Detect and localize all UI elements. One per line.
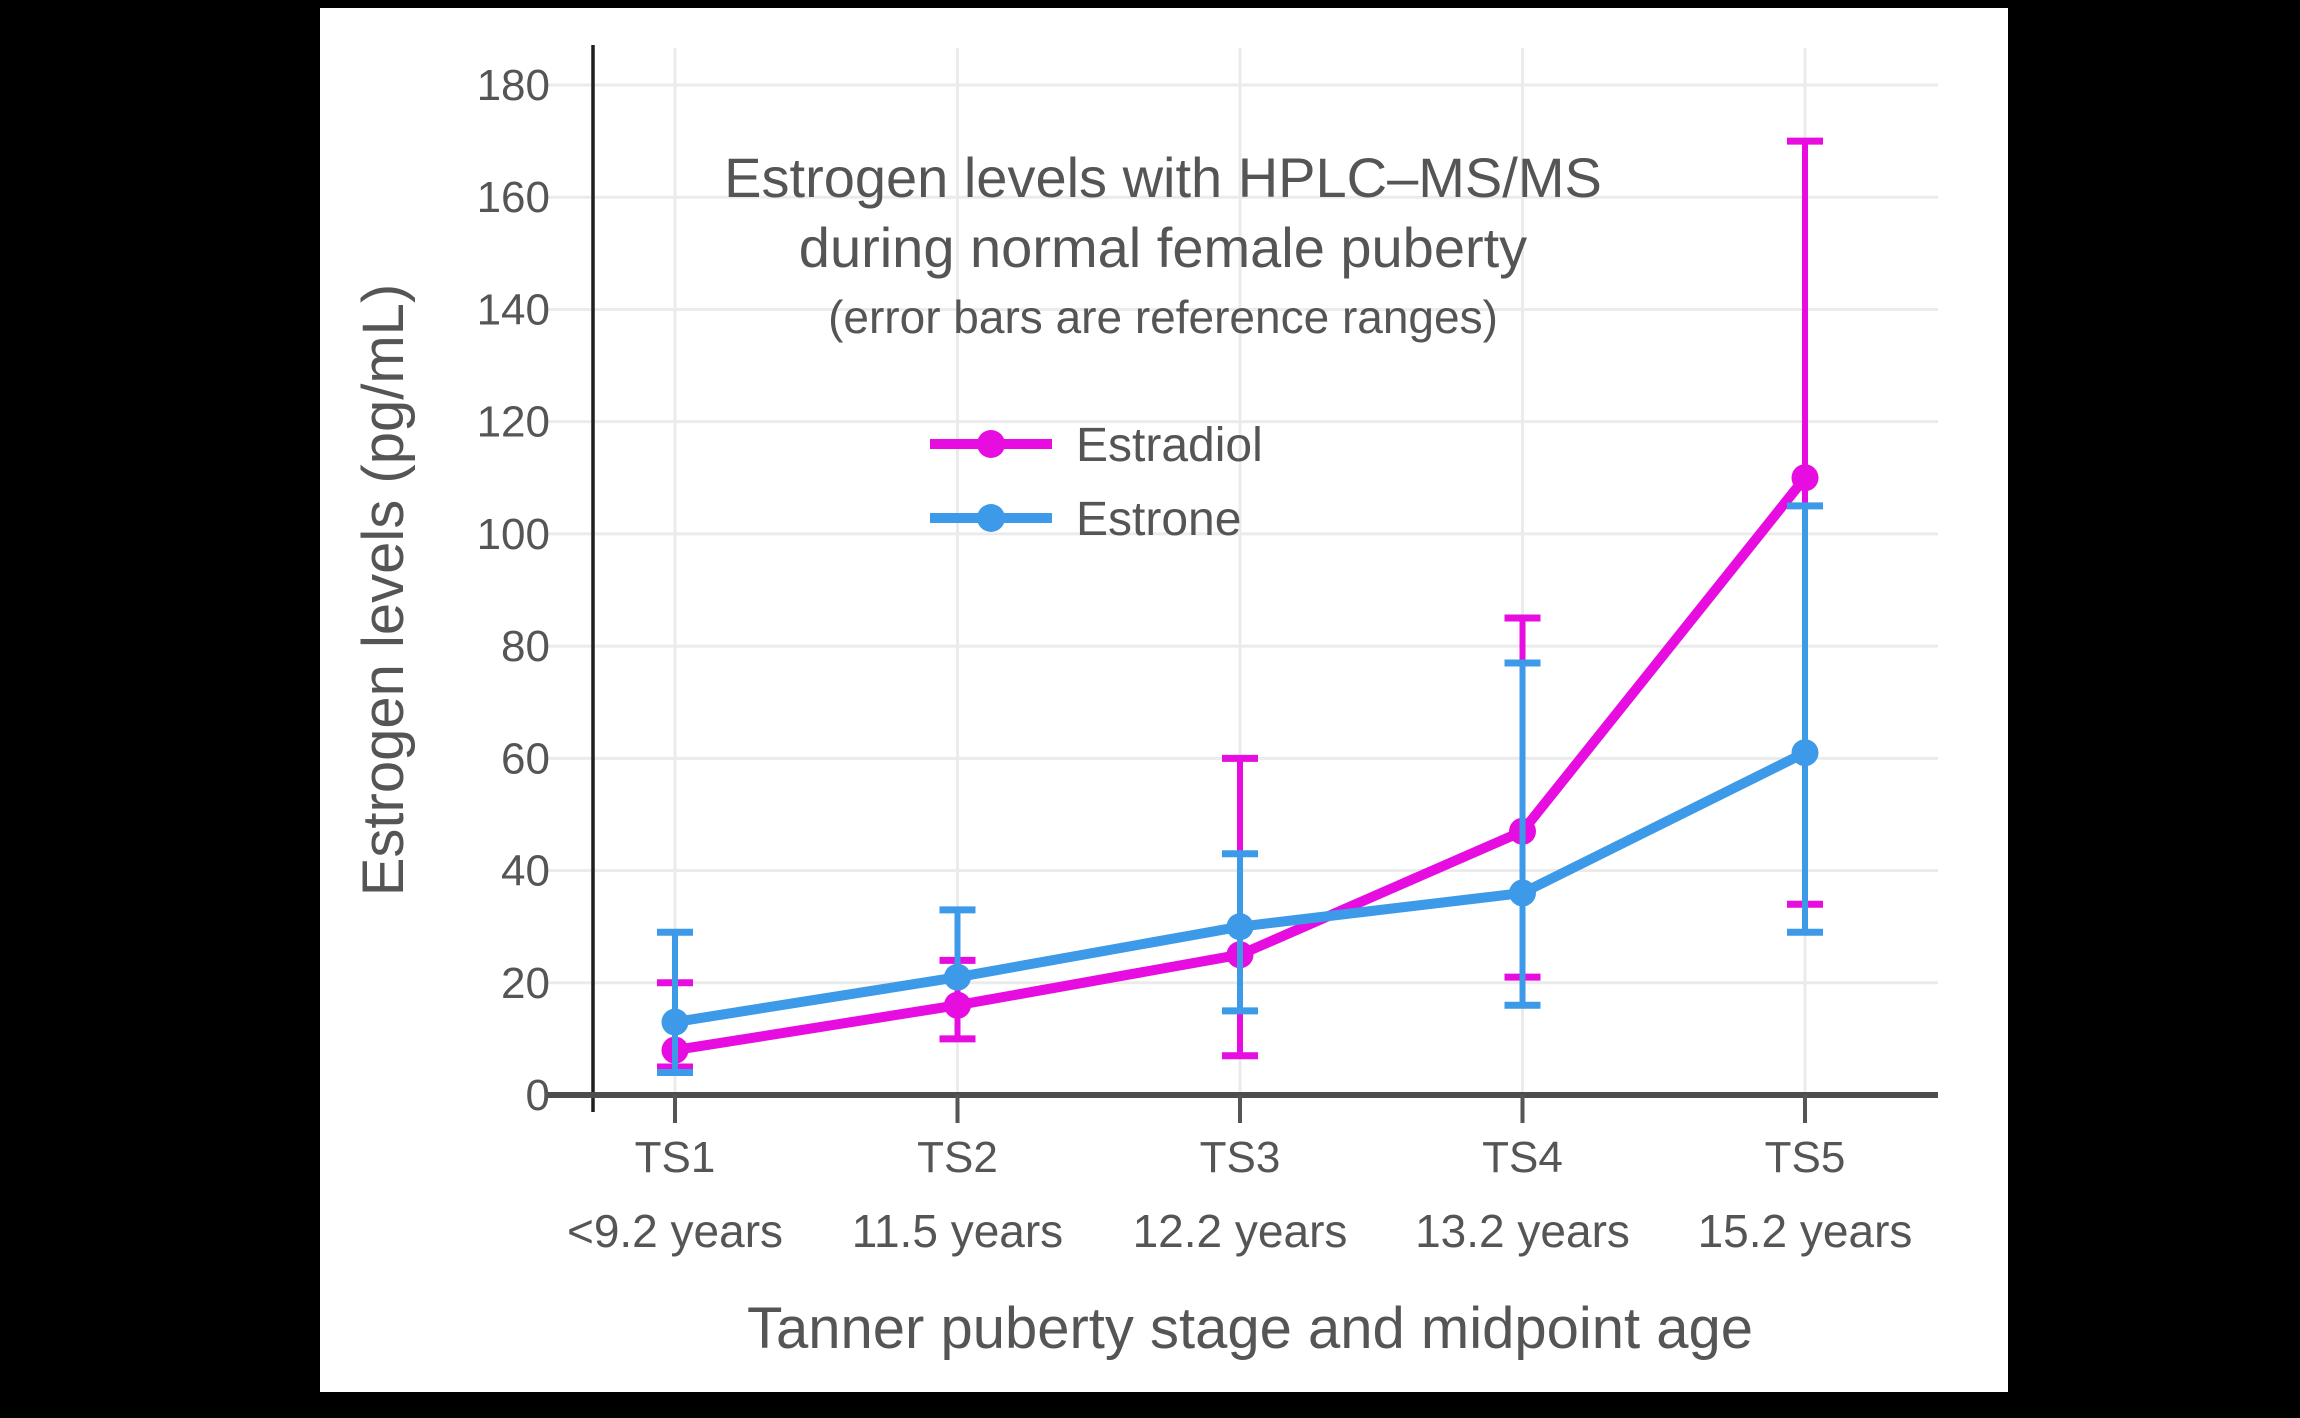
chart-canvas xyxy=(320,8,2008,1392)
y-tick-label-140: 140 xyxy=(477,285,550,334)
series-estrone xyxy=(657,502,1823,1077)
estrone-marker-ts3[interactable] xyxy=(1226,913,1254,941)
y-tick-label-160: 160 xyxy=(477,173,550,222)
x-axis-title: Tanner puberty stage and midpoint age xyxy=(747,1296,1753,1361)
y-tick-label-40: 40 xyxy=(501,847,550,896)
legend-item-estradiol[interactable]: Estradiol xyxy=(930,419,1263,472)
y-axis-title: Estrogen levels (pg/mL) xyxy=(351,284,416,896)
chart-title-line2: during normal female puberty xyxy=(799,216,1527,279)
x-tick-label-stage-2: TS2 xyxy=(917,1133,998,1182)
estrone-marker-ts5[interactable] xyxy=(1791,739,1819,767)
estrone-marker-ts2[interactable] xyxy=(944,963,971,991)
legend-marker-estrone xyxy=(977,504,1005,532)
x-tick-label-age-5: 15.2 years xyxy=(1698,1205,1913,1257)
y-tick-label-0: 0 xyxy=(526,1071,550,1120)
y-tick-label-100: 100 xyxy=(477,510,550,559)
y-tick-label-180: 180 xyxy=(477,61,550,110)
x-tick-label-stage-1: TS1 xyxy=(635,1133,716,1182)
x-tick-label-stage-4: TS4 xyxy=(1482,1133,1563,1182)
chart-subtitle: (error bars are reference ranges) xyxy=(828,291,1498,343)
y-tick-label-20: 20 xyxy=(501,959,550,1008)
x-tick-label-age-3: 12.2 years xyxy=(1133,1205,1348,1257)
legend-marker-estradiol xyxy=(977,430,1005,458)
legend-label-estradiol: Estradiol xyxy=(1076,419,1263,472)
x-tick-label-stage-3: TS3 xyxy=(1200,1133,1281,1182)
estradiol-marker-ts5[interactable] xyxy=(1791,464,1819,492)
y-tick-label-80: 80 xyxy=(501,622,550,671)
x-tick-label-age-4: 13.2 years xyxy=(1415,1205,1630,1257)
legend-item-estrone[interactable]: Estrone xyxy=(930,493,1241,546)
y-tick-label-120: 120 xyxy=(477,398,550,447)
estrone-marker-ts1[interactable] xyxy=(661,1008,689,1036)
y-tick-label-60: 60 xyxy=(501,734,550,783)
legend-label-estrone: Estrone xyxy=(1076,493,1241,546)
chart-title-line1: Estrogen levels with HPLC–MS/MS xyxy=(724,146,1602,209)
x-tick-label-age-1: <9.2 years xyxy=(567,1205,783,1257)
x-tick-label-stage-5: TS5 xyxy=(1765,1133,1846,1182)
x-tick-label-age-2: 11.5 years xyxy=(852,1205,1063,1257)
estradiol-marker-ts2[interactable] xyxy=(944,991,971,1019)
estrone-marker-ts4[interactable] xyxy=(1509,879,1536,907)
